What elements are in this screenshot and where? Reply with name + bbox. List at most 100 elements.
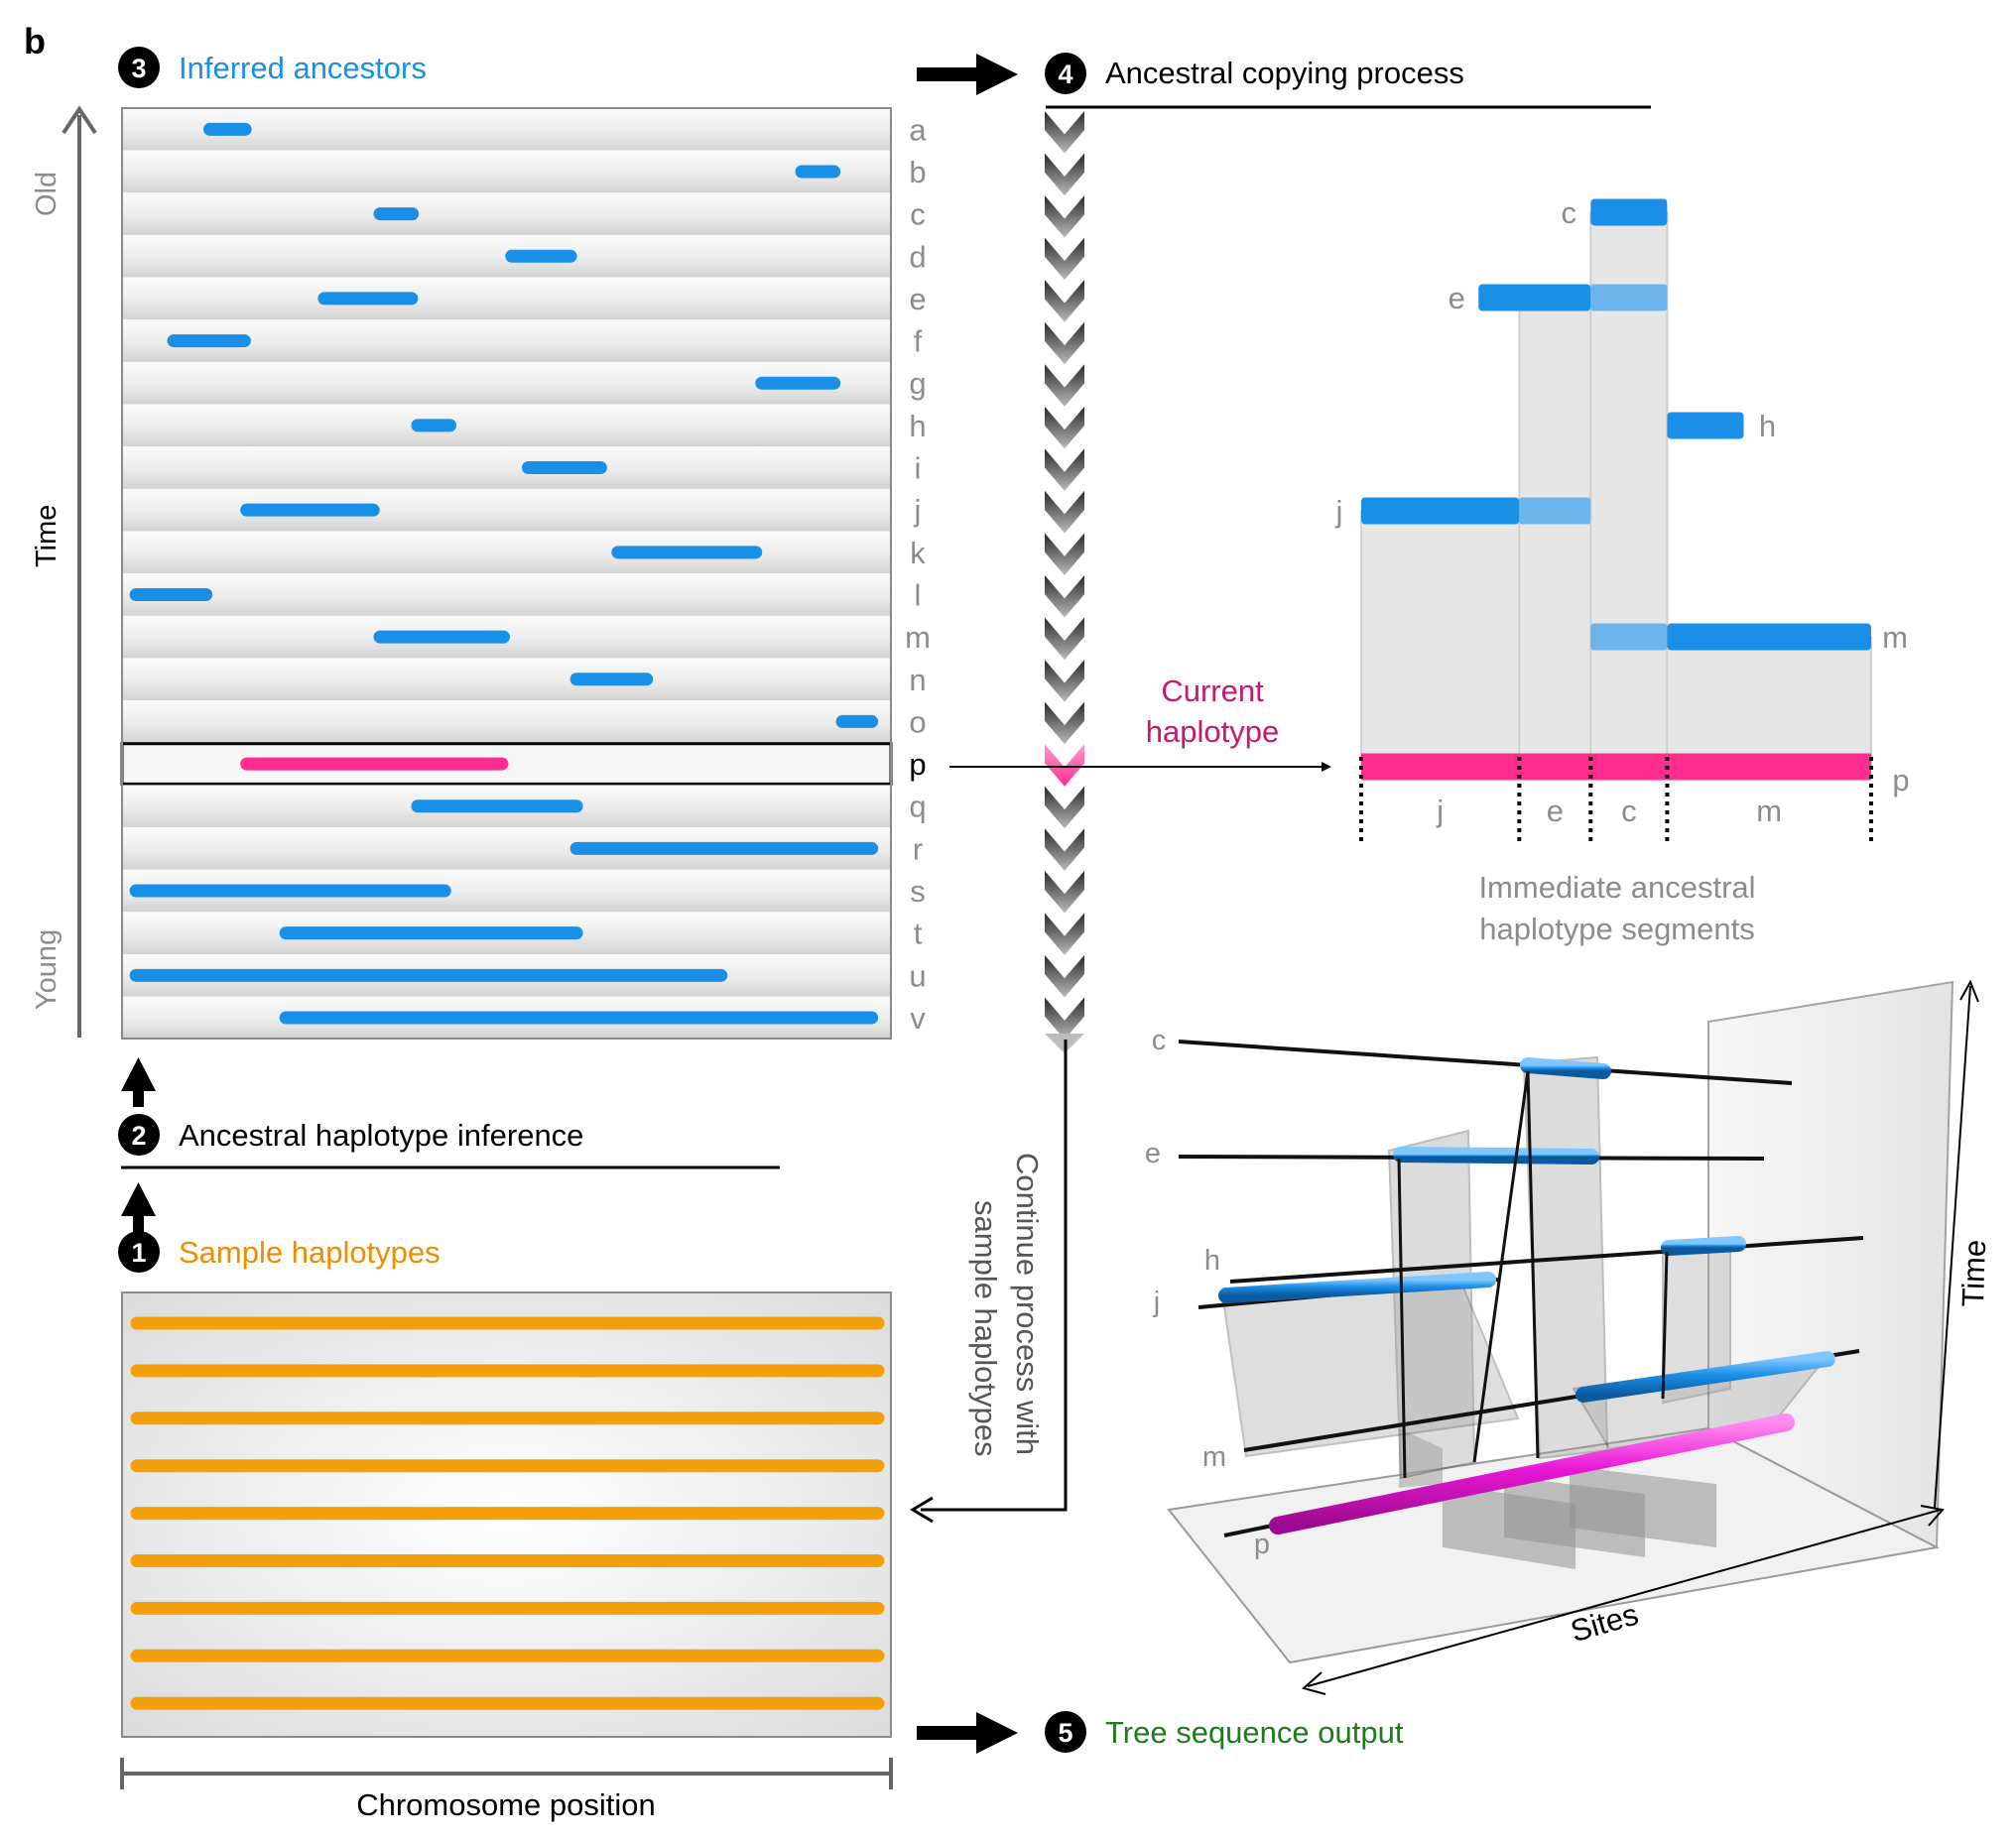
- step-2-label: Ancestral haplotype inference: [179, 1118, 583, 1153]
- ancestor-label-g: g: [909, 366, 926, 401]
- chromosome-scale: Chromosome position: [120, 1758, 893, 1822]
- chevron-7: [1045, 364, 1084, 407]
- copy-bar-c: [1590, 198, 1668, 226]
- ancestor-row-e: [122, 277, 891, 320]
- current-haplotype-label-2: haplotype: [1146, 714, 1279, 749]
- continue-process-label-2: sample haplotypes: [968, 1200, 1003, 1457]
- copy-bar-e: [1478, 284, 1591, 311]
- label3d-j: j: [1153, 1287, 1160, 1318]
- segment-column-j: [1360, 510, 1521, 768]
- continue-process-label-1: Continue process with: [1010, 1153, 1045, 1455]
- link-e: [1397, 1158, 1407, 1479]
- copy-label-m: m: [1882, 620, 1908, 655]
- cylinder-h: [1661, 1236, 1746, 1256]
- current-haplotype-label-1: Current: [1161, 674, 1264, 708]
- ancestor-row-c: [122, 192, 891, 235]
- chevron-4: [1045, 237, 1084, 281]
- ancestor-label-q: q: [909, 790, 926, 824]
- sample-haplotype-lines: [130, 1316, 885, 1710]
- chevron-10: [1045, 490, 1084, 534]
- step-5-label: Tree sequence output: [1105, 1715, 1404, 1750]
- step-2-number: 2: [131, 1121, 146, 1151]
- step-4-arrow: [917, 54, 1018, 95]
- step-2-header: 2 Ancestral haplotype inference: [118, 1114, 780, 1169]
- link-h: [1661, 1251, 1669, 1400]
- ancestor-row-i: [122, 446, 891, 489]
- ancestor-label-r: r: [913, 831, 923, 866]
- segment-label-j: j: [1436, 794, 1444, 828]
- chevron-20: [1045, 913, 1084, 955]
- copy-label-c: c: [1562, 195, 1577, 230]
- copying-process-chevrons: [1045, 111, 1084, 1053]
- ancestor-label-s: s: [910, 874, 926, 909]
- chevron-21: [1045, 954, 1084, 998]
- time-axis: Old Time Young: [31, 105, 97, 1038]
- tree-sequence-3d-view: Sites Time c e h j m p: [1145, 979, 1992, 1695]
- ancestor-label-u: u: [909, 958, 926, 993]
- chevron-12: [1045, 575, 1084, 618]
- current-haplotype-bar: [1361, 753, 1871, 781]
- link-c-2: [1472, 1070, 1530, 1463]
- chevron-13: [1045, 617, 1084, 661]
- ancestor-row-o: [122, 700, 891, 743]
- step-3-header: 3 Inferred ancestors: [118, 47, 427, 88]
- segment-label-m: m: [1756, 794, 1782, 828]
- ancestor-label-j: j: [914, 493, 922, 528]
- step-5-number: 5: [1058, 1718, 1072, 1748]
- chevron-11: [1045, 533, 1084, 575]
- label3d-m: m: [1202, 1441, 1226, 1473]
- ancestor-label-m: m: [905, 620, 931, 655]
- step-5-badge: [1045, 1711, 1086, 1753]
- rod-c: [1178, 1040, 1793, 1085]
- rod-h: [1229, 1236, 1864, 1284]
- step-5-arrow: [917, 1712, 1018, 1754]
- ancestor-label-i: i: [915, 451, 922, 486]
- label3d-c: c: [1152, 1025, 1167, 1056]
- link-c-1: [1526, 1070, 1540, 1459]
- ancestor-row-n: [122, 658, 891, 701]
- step-4-header: 4 Ancestral copying process: [1045, 53, 1651, 109]
- ancestor-label-v: v: [910, 1001, 926, 1036]
- copy-bar-j-faded: [1519, 497, 1591, 525]
- copy-bar-m: [1667, 623, 1871, 651]
- step-3-badge: [118, 47, 160, 88]
- copy-bar-h: [1667, 412, 1744, 439]
- segments-caption-2: haplotype segments: [1479, 912, 1754, 946]
- cylinder-e: [1393, 1147, 1599, 1165]
- chevron-14: [1045, 660, 1084, 702]
- step-2-badge: [118, 1114, 160, 1156]
- segment-label-c: c: [1621, 794, 1637, 828]
- step-1-header: 1 Sample haplotypes: [118, 1231, 441, 1273]
- time-axis-old: Old: [31, 172, 63, 216]
- floor-plate-4: [1399, 1428, 1443, 1488]
- time-axis-young: Young: [31, 929, 63, 1010]
- ancestor-label-k: k: [910, 536, 926, 570]
- ancestor-matrix-border: [121, 107, 892, 1040]
- label3d-h: h: [1204, 1245, 1220, 1277]
- ancestor-label-h: h: [909, 409, 926, 443]
- copy-label-j: j: [1335, 494, 1343, 529]
- step-1-number: 1: [131, 1238, 146, 1268]
- ancestor-row-k: [122, 531, 891, 574]
- chevron-5: [1045, 280, 1084, 322]
- ancestor-row-h: [122, 404, 891, 447]
- step-3-number: 3: [131, 54, 146, 83]
- chevron-15: [1045, 701, 1084, 745]
- copy-bar-m-faded: [1590, 623, 1668, 651]
- up-arrow-2: [121, 1057, 156, 1107]
- chevron-2: [1045, 153, 1084, 196]
- cylinder-p: [1269, 1413, 1795, 1534]
- up-arrow-1: [121, 1182, 156, 1236]
- copy-label-h: h: [1759, 409, 1776, 443]
- step-4-number: 4: [1058, 60, 1072, 89]
- chevron-17: [1045, 786, 1084, 829]
- chevron-18: [1045, 828, 1084, 871]
- step-1-badge: [118, 1231, 160, 1273]
- ancestor-label-c: c: [910, 197, 926, 232]
- ancestor-label-t: t: [914, 917, 923, 951]
- ancestor-label-e: e: [909, 282, 926, 316]
- ancestor-label-n: n: [909, 663, 926, 697]
- continue-process-arrow: [910, 1040, 1068, 1524]
